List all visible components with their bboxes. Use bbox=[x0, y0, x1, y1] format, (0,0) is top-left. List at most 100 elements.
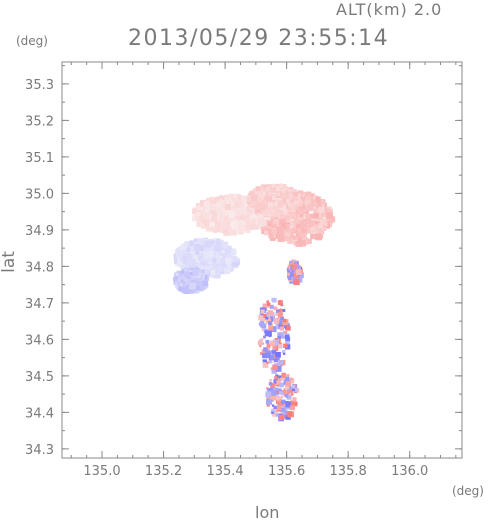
field-cell bbox=[262, 362, 269, 368]
field-cell bbox=[200, 210, 205, 216]
y-tick-label-6: 34.9 bbox=[25, 224, 54, 239]
field-cell bbox=[242, 197, 247, 203]
field-cell bbox=[202, 219, 207, 224]
field-cell bbox=[181, 264, 188, 271]
field-cell bbox=[209, 221, 215, 228]
field-cell bbox=[264, 352, 271, 359]
field-cell bbox=[185, 286, 192, 293]
field-cell bbox=[243, 217, 250, 225]
field-cell bbox=[323, 222, 328, 227]
field-cell bbox=[273, 379, 278, 384]
field-cell bbox=[202, 280, 209, 287]
field-cell bbox=[216, 266, 222, 272]
field-cell bbox=[216, 200, 222, 205]
field-cell bbox=[298, 211, 303, 216]
field-cell bbox=[281, 350, 286, 354]
field-cell bbox=[259, 203, 266, 210]
field-cell bbox=[225, 257, 232, 264]
field-cell bbox=[319, 200, 324, 205]
field-cell bbox=[277, 359, 284, 366]
field-cell bbox=[285, 339, 290, 345]
field-cell bbox=[188, 258, 196, 266]
field-cell bbox=[217, 208, 222, 213]
field-cell bbox=[309, 197, 315, 204]
field-cell bbox=[282, 377, 285, 380]
field-cell bbox=[206, 250, 214, 258]
field-cell bbox=[296, 228, 302, 233]
field-cell bbox=[274, 211, 280, 217]
field-cell bbox=[197, 204, 201, 209]
field-cell bbox=[264, 333, 268, 336]
field-cell bbox=[298, 206, 304, 212]
field-cell bbox=[311, 201, 315, 206]
field-cell bbox=[231, 249, 237, 255]
field-cell bbox=[271, 368, 278, 374]
field-cell bbox=[280, 377, 284, 381]
field-cell bbox=[275, 374, 279, 378]
field-cell bbox=[272, 411, 278, 417]
field-cell bbox=[219, 240, 224, 244]
field-cell bbox=[287, 272, 290, 276]
y-unit-label: (deg) bbox=[16, 34, 48, 48]
field-cell bbox=[263, 314, 267, 318]
field-cell bbox=[287, 379, 291, 383]
axis-ticks: 135.0 135.2 135.4 135.6 135.8 136.0 34.3 34.4 34… bbox=[25, 62, 462, 479]
field-cell bbox=[272, 364, 278, 371]
field-cell bbox=[185, 260, 192, 267]
field-cell bbox=[261, 323, 267, 329]
field-cell bbox=[208, 214, 214, 220]
field-cell bbox=[199, 283, 206, 290]
field-cell bbox=[230, 201, 236, 208]
field-cell bbox=[284, 376, 289, 381]
field-cell bbox=[310, 226, 315, 230]
field-cell bbox=[181, 272, 186, 277]
field-cell bbox=[259, 345, 262, 348]
field-cell bbox=[263, 347, 268, 352]
field-cell bbox=[195, 251, 200, 255]
field-cell bbox=[315, 233, 322, 241]
field-cell bbox=[312, 225, 319, 232]
field-cell bbox=[203, 201, 210, 208]
field-cell bbox=[225, 194, 230, 200]
field-cell bbox=[271, 297, 277, 303]
field-cell bbox=[260, 309, 265, 314]
x-tick-label-3: 135.6 bbox=[268, 464, 305, 479]
field-cell bbox=[273, 405, 277, 409]
field-cell bbox=[216, 196, 221, 202]
field-cell bbox=[278, 375, 282, 379]
field-cell bbox=[271, 200, 276, 205]
field-cell bbox=[316, 220, 322, 227]
field-cell bbox=[286, 268, 289, 271]
field-cell bbox=[204, 240, 212, 248]
field-cell bbox=[296, 238, 302, 244]
field-cell bbox=[175, 273, 179, 277]
field-cell bbox=[200, 251, 206, 257]
field-cell bbox=[302, 213, 306, 217]
field-cell bbox=[251, 214, 256, 219]
field-cell bbox=[273, 228, 280, 235]
field-cell bbox=[275, 413, 279, 417]
field-cell bbox=[314, 220, 318, 224]
field-cell bbox=[278, 343, 283, 348]
field-cell bbox=[210, 240, 215, 245]
field-cell bbox=[271, 349, 277, 355]
field-cell bbox=[243, 215, 249, 221]
field-cell bbox=[272, 344, 278, 350]
field-cell bbox=[175, 251, 183, 259]
field-cell bbox=[275, 351, 281, 358]
field-cell bbox=[280, 407, 286, 413]
field-cell bbox=[296, 265, 300, 269]
field-cell bbox=[224, 203, 231, 211]
field-cell bbox=[221, 248, 229, 256]
field-cell bbox=[277, 396, 280, 400]
field-cell bbox=[279, 391, 282, 394]
field-cell bbox=[240, 206, 248, 213]
x-tick-label-2: 135.4 bbox=[206, 464, 243, 479]
field-cell bbox=[261, 313, 264, 317]
field-cell bbox=[197, 255, 203, 261]
field-cell bbox=[282, 318, 287, 323]
x-tick-label-0: 135.0 bbox=[83, 464, 120, 479]
field-cell bbox=[292, 397, 297, 402]
field-cell bbox=[216, 204, 223, 211]
field-cell bbox=[282, 392, 287, 397]
